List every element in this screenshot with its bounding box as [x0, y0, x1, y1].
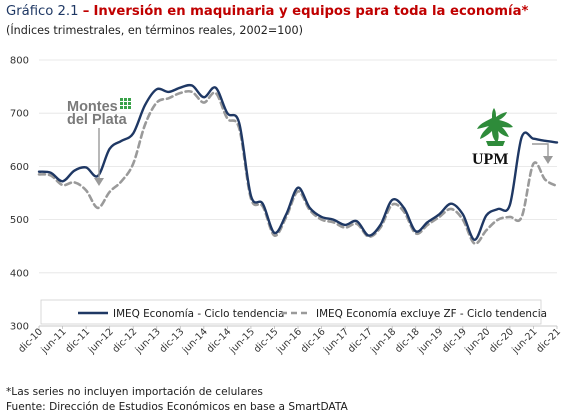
x-tick-label: jun-15: [227, 326, 257, 356]
legend-label-total: IMEQ Economía - Ciclo tendencia: [113, 308, 284, 320]
series-layer: [37, 83, 559, 245]
x-tick-label: dic-14: [205, 326, 234, 355]
x-tick-label: dic-16: [299, 326, 328, 355]
montes-logo-line2: del Plata: [67, 112, 128, 128]
griffin-icon: [477, 108, 513, 146]
x-tick-label: dic-21: [534, 326, 563, 355]
x-tick-label: jun-12: [86, 326, 116, 356]
series-line-exzf: [37, 89, 559, 245]
x-tick-label: dic-17: [346, 326, 375, 355]
montes-arrow: [94, 128, 104, 186]
y-axis: 300 400 500 600 700 800: [10, 56, 29, 333]
x-tick-label: dic-11: [63, 326, 92, 355]
x-tick-label: dic-13: [158, 326, 187, 355]
y-tick-label: 300: [10, 322, 29, 333]
upm-logo-text: UPM: [472, 151, 508, 168]
x-tick-label: jun-16: [274, 326, 304, 356]
y-tick-label: 400: [10, 268, 29, 279]
y-tick-label: 700: [10, 109, 29, 120]
upm-arrow: [532, 143, 553, 164]
montes-del-plata-logo: Montes del Plata: [67, 98, 131, 128]
title-text: Inversión en maquinaria y equipos para t…: [93, 4, 529, 19]
footnote: *Las series no incluyen importación de c…: [6, 386, 263, 398]
x-tick-label: dic-12: [111, 326, 140, 355]
montes-dots-icon: [120, 98, 131, 109]
x-tick-label: jun-19: [415, 326, 445, 356]
upm-logo: UPM: [472, 108, 513, 168]
x-axis: dic-10jun-11dic-11jun-12dic-12jun-13dic-…: [16, 325, 563, 356]
x-tick-label: dic-20: [487, 326, 516, 355]
x-tick-label: jun-21: [510, 326, 540, 356]
x-tick-label: dic-18: [393, 326, 422, 355]
x-tick-label: jun-20: [462, 326, 492, 356]
x-tick-label: jun-14: [180, 326, 210, 356]
figure-number: Gráfico 2.1: [6, 4, 79, 19]
chart-legend: IMEQ Economía - Ciclo tendencia IMEQ Eco…: [40, 299, 547, 325]
chart-subtitle: (Índices trimestrales, en términos reale…: [6, 24, 303, 37]
x-tick-label: dic-15: [252, 326, 281, 355]
chart-title: Gráfico 2.1 – Inversión en maquinaria y …: [6, 4, 528, 19]
x-tick-label: dic-19: [440, 326, 469, 355]
y-tick-label: 500: [10, 215, 29, 226]
x-tick-label: jun-13: [133, 326, 163, 356]
x-tick-label: jun-11: [39, 326, 69, 356]
legend-label-exzf: IMEQ Economía excluye ZF - Ciclo tendenc…: [316, 308, 547, 320]
montes-logo-line1: Montes: [67, 99, 118, 115]
title-separator: –: [82, 4, 90, 19]
x-tick-label: jun-17: [321, 326, 351, 356]
series-line-total: [37, 83, 559, 242]
x-tick-label: jun-18: [368, 326, 398, 356]
y-tick-label: 600: [10, 162, 29, 173]
y-tick-label: 800: [10, 56, 29, 67]
source-note: Fuente: Dirección de Estudios Económicos…: [6, 401, 348, 413]
